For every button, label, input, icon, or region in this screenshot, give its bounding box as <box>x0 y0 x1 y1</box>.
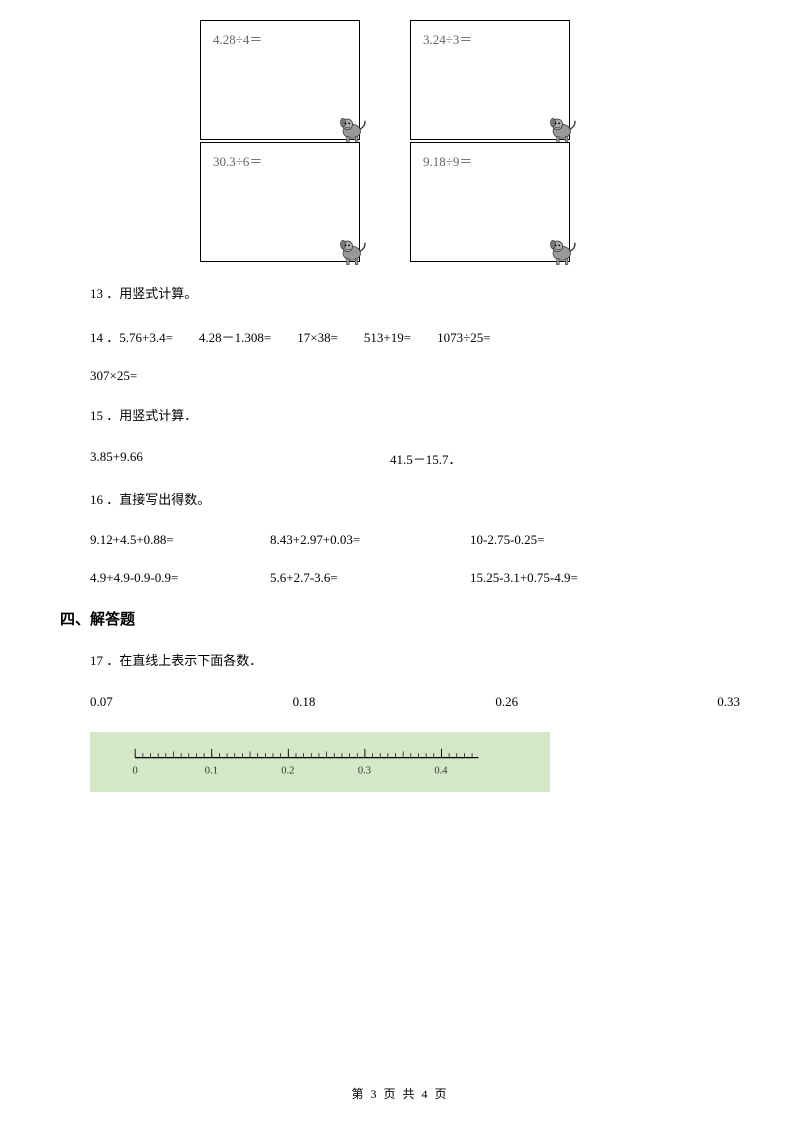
section-4-title: 四、解答题 <box>60 608 740 629</box>
q16-r1c: 10-2.75-0.25= <box>470 532 545 548</box>
math-boxes-grid: 4.28÷4＝ 3.24÷3＝ 30.3÷6＝ 9.18÷9＝ <box>200 20 740 262</box>
q16-row2: 4.9+4.9-0.9-0.9= 5.6+2.7-3.6= 15.25-3.1+… <box>90 570 740 586</box>
q17-title: 17 ．在直线上表示下面各数． <box>90 651 740 672</box>
math-box-4: 9.18÷9＝ <box>410 142 570 262</box>
dog-icon <box>546 234 581 269</box>
q16-r2b: 5.6+2.7-3.6= <box>270 570 470 586</box>
q13-title: 13 ．用竖式计算。 <box>90 284 740 305</box>
page-footer: 第 3 页 共 4 页 <box>0 1085 800 1102</box>
q15-title: 15 ．用竖式计算． <box>90 406 740 427</box>
q16-title: 16 ．直接写出得数。 <box>90 490 740 511</box>
svg-text:0.4: 0.4 <box>434 766 448 777</box>
number-line-ruler: 0 0.1 0.2 0.3 0.4 <box>90 732 550 792</box>
q17-num: 0.18 <box>293 694 496 710</box>
svg-text:0: 0 <box>133 766 138 777</box>
box-row-1: 4.28÷4＝ 3.24÷3＝ <box>200 20 740 140</box>
q17-numbers: 0.07 0.18 0.26 0.33 <box>90 694 740 710</box>
box-expression: 30.3÷6＝ <box>213 154 262 169</box>
svg-text:0.3: 0.3 <box>358 766 371 777</box>
q15-expr1: 3.85+9.66 <box>90 449 390 468</box>
q16-row1: 9.12+4.5+0.88= 8.43+2.97+0.03= 10-2.75-0… <box>90 532 740 548</box>
q17-num: 0.07 <box>90 694 293 710</box>
svg-text:0.2: 0.2 <box>281 766 294 777</box>
q14-line2: 307×25= <box>90 368 740 384</box>
q15-expr2: 41.5－15.7． <box>390 449 462 468</box>
dog-icon <box>336 234 371 269</box>
q16-r1b: 8.43+2.97+0.03= <box>270 532 470 548</box>
q14-line1: 14 ．5.76+3.4= 4.28－1.308= 17×38= 513+19=… <box>90 327 740 346</box>
q16-r1a: 9.12+4.5+0.88= <box>90 532 270 548</box>
box-expression: 9.18÷9＝ <box>423 154 472 169</box>
q16-r2c: 15.25-3.1+0.75-4.9= <box>470 570 578 586</box>
q16-r2a: 4.9+4.9-0.9-0.9= <box>90 570 270 586</box>
q15-expressions: 3.85+9.66 41.5－15.7． <box>90 449 740 468</box>
q17-num: 0.33 <box>717 694 740 710</box>
math-box-1: 4.28÷4＝ <box>200 20 360 140</box>
box-row-2: 30.3÷6＝ 9.18÷9＝ <box>200 142 740 262</box>
q17-num: 0.26 <box>495 694 717 710</box>
svg-text:0.1: 0.1 <box>205 766 218 777</box>
math-box-2: 3.24÷3＝ <box>410 20 570 140</box>
box-expression: 3.24÷3＝ <box>423 32 472 47</box>
math-box-3: 30.3÷6＝ <box>200 142 360 262</box>
box-expression: 4.28÷4＝ <box>213 32 262 47</box>
